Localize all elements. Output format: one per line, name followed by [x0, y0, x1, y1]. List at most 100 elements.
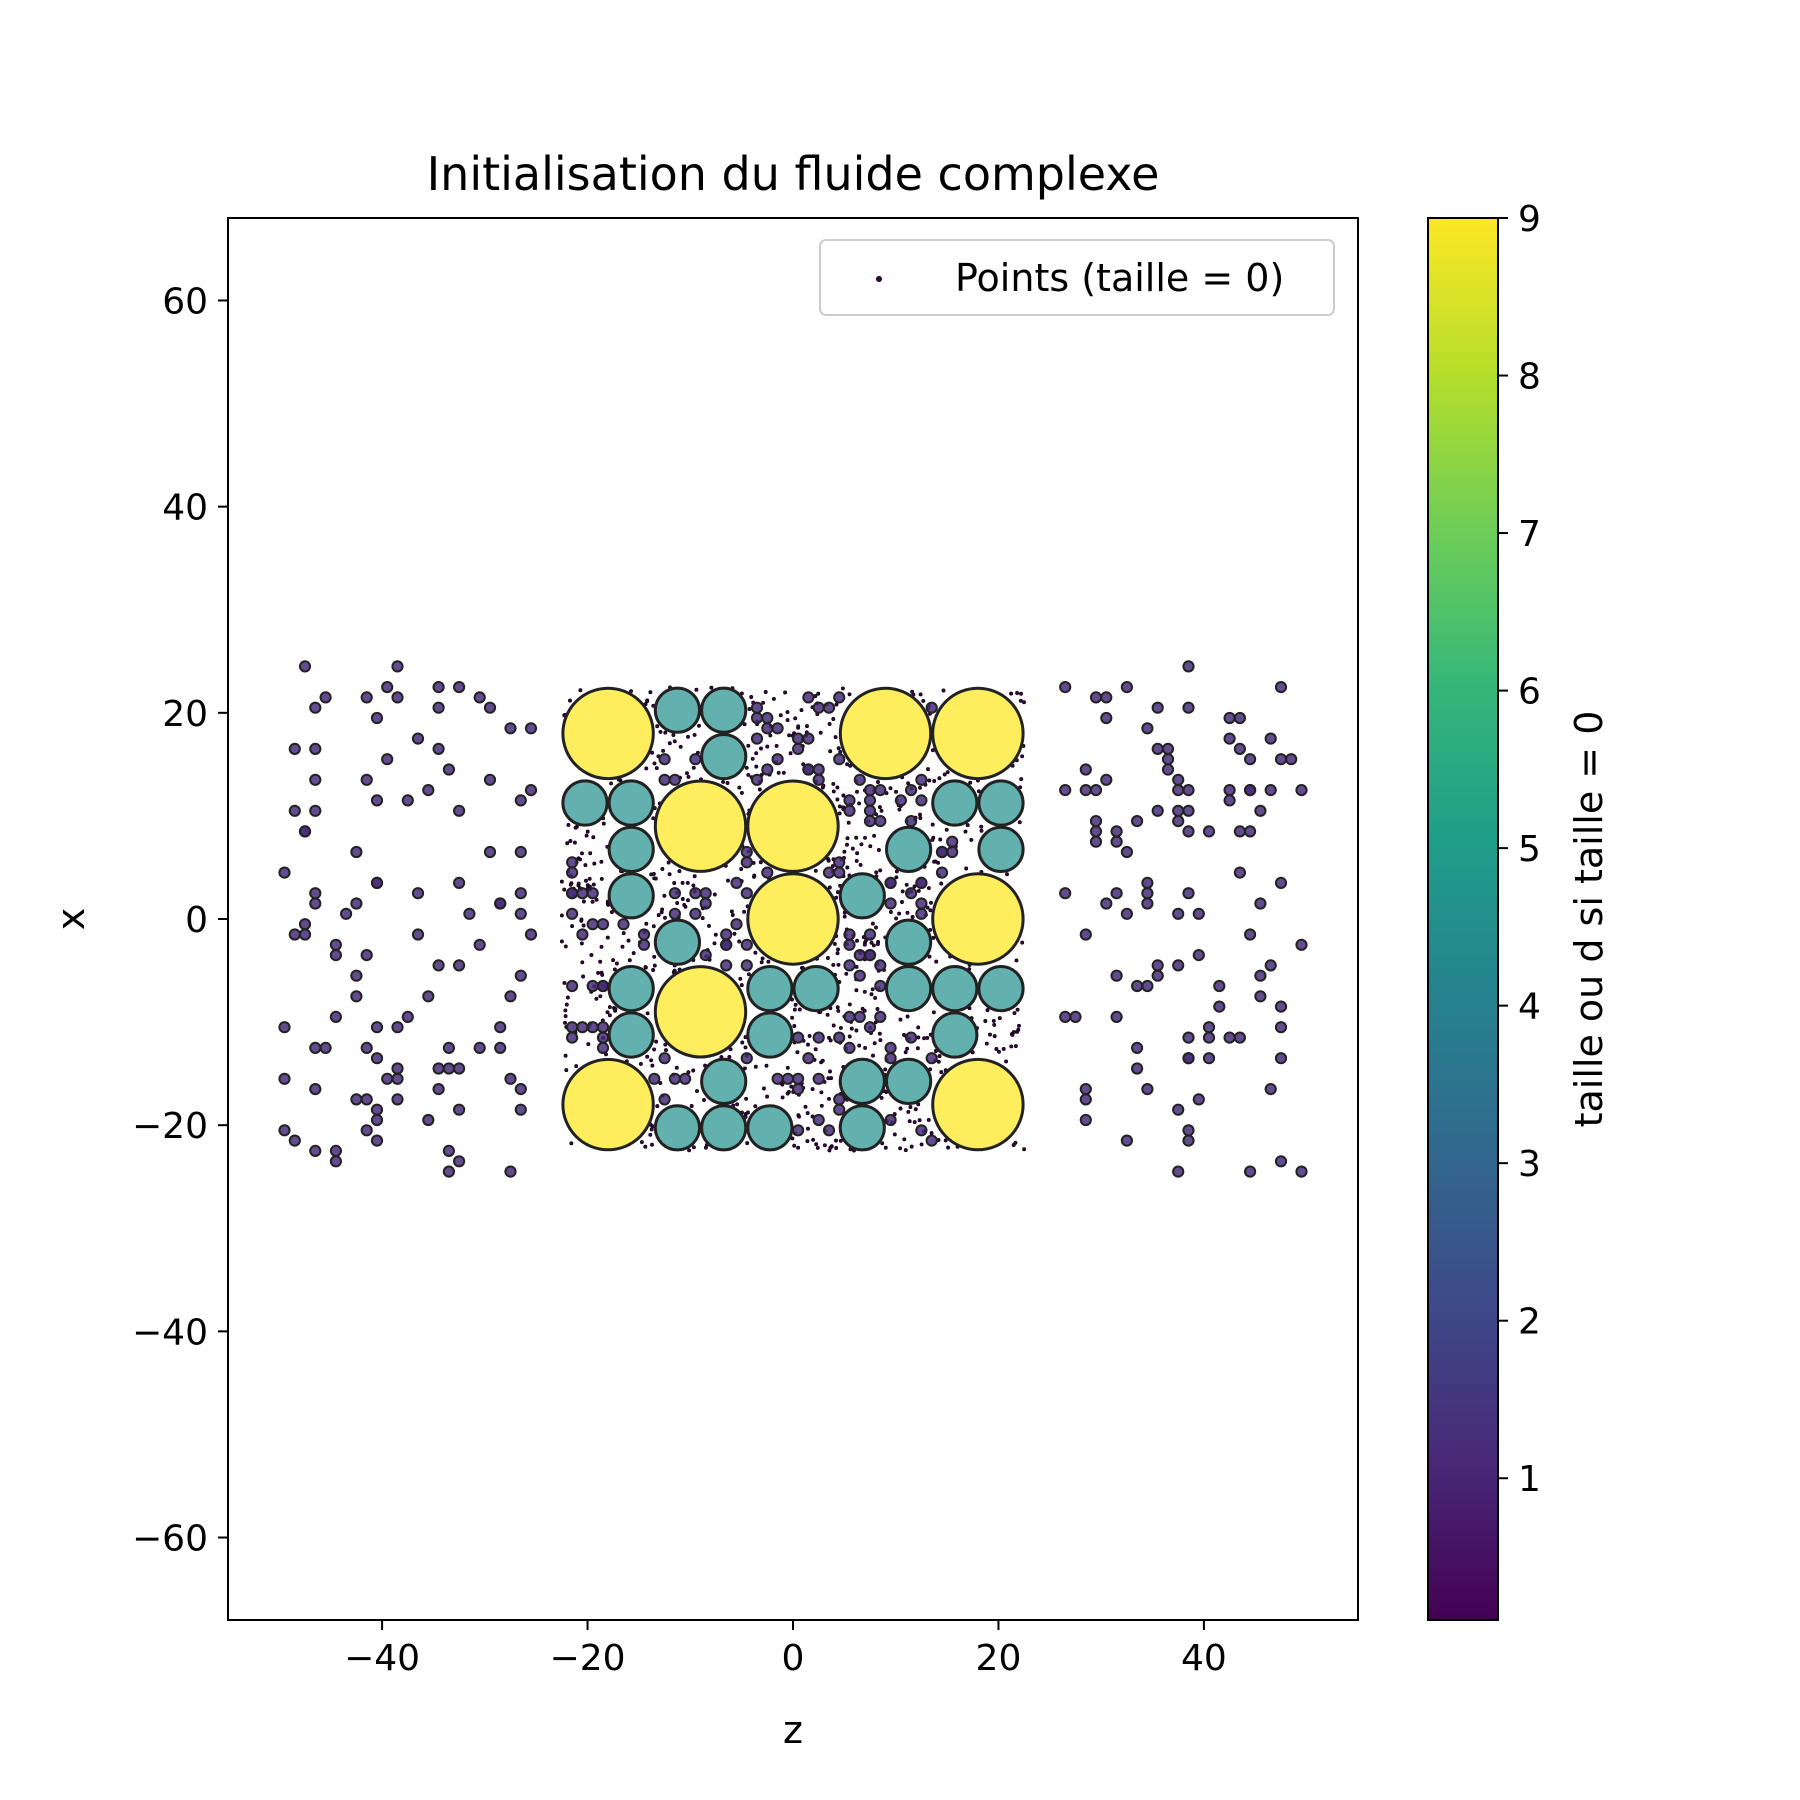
- point-marker: [652, 761, 657, 766]
- small-particle: [843, 804, 856, 817]
- point-marker: [757, 787, 762, 792]
- point-marker: [845, 865, 850, 870]
- point-marker: [831, 781, 836, 786]
- small-particle: [309, 1083, 322, 1096]
- point-marker: [841, 793, 846, 798]
- small-particle: [1213, 1000, 1226, 1013]
- small-particle: [360, 773, 373, 786]
- small-particle: [1079, 1093, 1092, 1106]
- point-marker: [900, 889, 905, 894]
- small-particle: [524, 784, 538, 797]
- small-particle: [884, 897, 897, 910]
- small-particle: [1264, 1083, 1277, 1096]
- point-marker: [869, 940, 874, 945]
- medium-particle: [607, 779, 655, 827]
- small-particle: [1059, 681, 1072, 694]
- point-marker: [835, 797, 840, 802]
- point-marker: [796, 1145, 801, 1150]
- large-particle: [746, 872, 840, 966]
- small-particle: [278, 866, 291, 879]
- point-marker: [926, 886, 931, 891]
- small-particle: [483, 845, 497, 859]
- small-particle: [761, 722, 774, 735]
- point-marker: [806, 1126, 810, 1131]
- small-particle: [1182, 1031, 1195, 1044]
- point-marker: [876, 848, 881, 852]
- small-particle: [422, 990, 435, 1003]
- small-particle: [401, 1010, 414, 1024]
- legend-label: Points (taille = 0): [955, 256, 1284, 300]
- point-marker: [754, 764, 759, 769]
- point-marker: [672, 739, 677, 744]
- point-marker: [936, 1059, 941, 1064]
- small-particle: [1202, 1021, 1216, 1034]
- point-marker: [878, 1038, 883, 1043]
- small-particle: [1089, 691, 1103, 704]
- point-marker: [847, 1002, 852, 1007]
- point-marker: [842, 849, 847, 854]
- point-marker: [607, 1005, 612, 1010]
- point-marker: [599, 859, 604, 864]
- small-particle: [1100, 773, 1113, 786]
- point-marker: [913, 1107, 918, 1112]
- point-marker: [771, 696, 776, 701]
- small-particle: [566, 979, 579, 993]
- small-particle: [874, 959, 887, 972]
- point-marker: [969, 837, 974, 842]
- large-particle: [931, 872, 1025, 966]
- point-marker: [872, 833, 877, 838]
- point-marker: [840, 686, 845, 691]
- small-particle: [863, 1021, 877, 1034]
- point-marker: [598, 994, 603, 999]
- point-marker: [648, 1132, 653, 1137]
- point-marker: [908, 1105, 913, 1109]
- small-particle: [350, 969, 363, 982]
- small-particle: [381, 1072, 394, 1085]
- point-marker: [563, 1008, 568, 1013]
- small-particle: [1059, 887, 1072, 900]
- point-marker: [921, 698, 926, 703]
- small-particle: [596, 918, 610, 931]
- small-particle: [1089, 825, 1103, 838]
- small-particle: [874, 784, 887, 797]
- small-particle: [1285, 753, 1298, 766]
- point-marker: [854, 988, 859, 993]
- small-particle: [658, 753, 671, 766]
- point-marker: [644, 921, 649, 926]
- small-particle: [1151, 701, 1164, 714]
- point-marker: [902, 1032, 906, 1037]
- x-axis: −40 −20 0 20 40: [344, 1620, 1227, 1679]
- small-particle: [370, 1021, 384, 1034]
- small-particle: [473, 1041, 486, 1055]
- point-marker: [937, 1054, 942, 1059]
- point-marker: [761, 1086, 766, 1091]
- small-particle: [1089, 815, 1103, 828]
- point-marker: [1015, 1007, 1020, 1012]
- small-particle: [946, 835, 959, 848]
- point-marker: [918, 812, 922, 817]
- point-marker: [740, 1040, 745, 1045]
- small-particle: [802, 1052, 815, 1065]
- point-marker: [868, 844, 873, 849]
- small-particle: [668, 887, 682, 900]
- small-particle: [1244, 1165, 1257, 1178]
- small-particle: [668, 773, 682, 786]
- point-marker: [905, 910, 910, 915]
- medium-particle: [607, 825, 655, 874]
- point-marker: [774, 743, 779, 748]
- point-marker: [645, 1011, 650, 1016]
- point-marker: [707, 923, 711, 928]
- point-marker: [832, 941, 837, 946]
- point-marker: [862, 989, 867, 994]
- large-particles-layer: [561, 686, 1025, 1152]
- small-particle: [812, 701, 825, 714]
- point-marker: [834, 702, 839, 707]
- point-marker: [591, 882, 596, 887]
- small-particle: [422, 1113, 435, 1127]
- point-marker: [680, 897, 685, 901]
- point-marker: [863, 835, 867, 840]
- point-marker: [910, 915, 915, 919]
- small-particle: [637, 928, 651, 941]
- small-particle: [298, 660, 312, 673]
- point-marker: [702, 1098, 706, 1102]
